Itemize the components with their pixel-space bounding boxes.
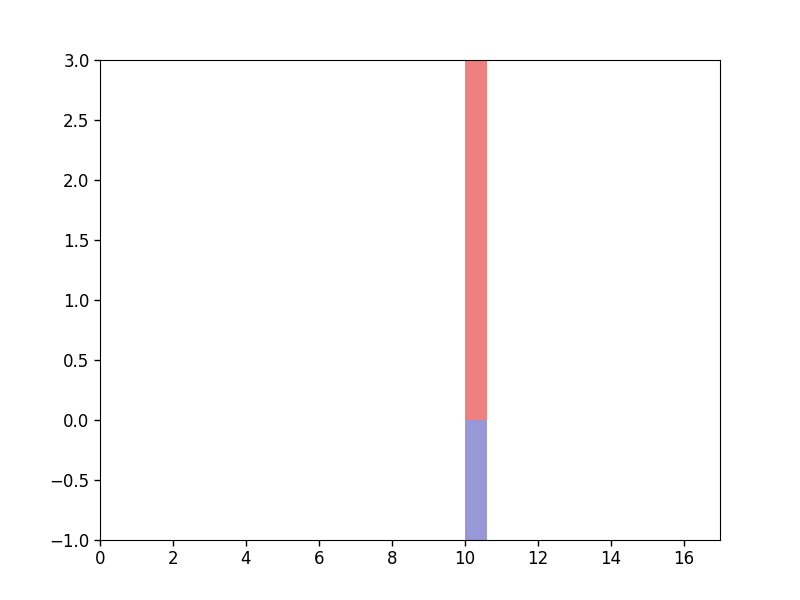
Bar	[465, 60, 486, 420]
Bar	[465, 420, 486, 540]
